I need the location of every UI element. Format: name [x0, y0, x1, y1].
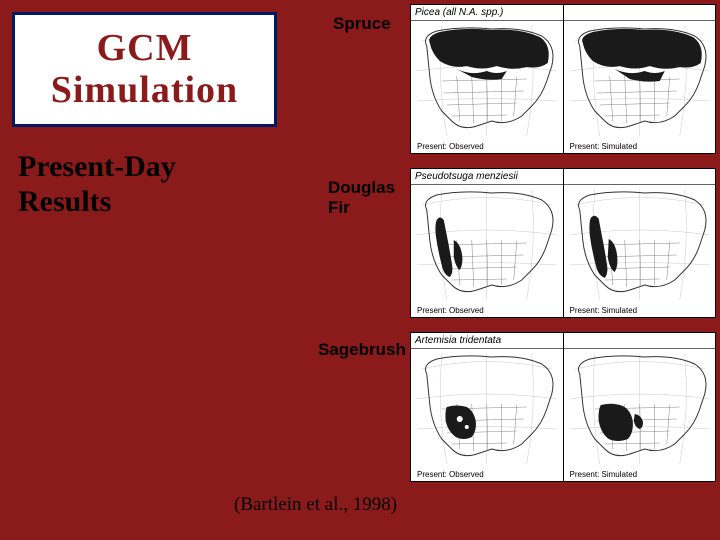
label-spruce: Spruce — [333, 14, 391, 34]
latin-sagebrush: Artemisia tridentata — [411, 333, 563, 349]
label-douglas-fir: Douglas Fir — [328, 178, 398, 218]
map-svg-douglas-simulated — [564, 185, 716, 305]
caption-spruce-simulated: Present: Simulated — [566, 141, 642, 152]
latin-spruce-blank — [564, 5, 716, 21]
latin-douglas-blank — [564, 169, 716, 185]
subtitle-line2: Results — [18, 185, 111, 218]
map-svg-sagebrush-simulated — [564, 349, 716, 469]
caption-sagebrush-observed: Present: Observed — [413, 469, 488, 480]
subtitle-line1: Present-Day — [18, 150, 176, 183]
map-sagebrush-observed: Artemisia tridentata Present: Observed — [411, 333, 564, 481]
map-pair-spruce: Picea (all N.A. spp.) Present: Observed — [410, 4, 716, 154]
caption-spruce-observed: Present: Observed — [413, 141, 488, 152]
citation: (Bartlein et al., 1998) — [234, 494, 397, 516]
map-svg-spruce-simulated — [564, 21, 716, 141]
latin-sagebrush-blank — [564, 333, 716, 349]
latin-spruce: Picea (all N.A. spp.) — [411, 5, 563, 21]
caption-douglas-observed: Present: Observed — [413, 305, 488, 316]
caption-sagebrush-simulated: Present: Simulated — [566, 469, 642, 480]
caption-douglas-simulated: Present: Simulated — [566, 305, 642, 316]
label-sagebrush: Sagebrush — [318, 340, 406, 360]
map-pair-sagebrush: Artemisia tridentata Present: Observed — [410, 332, 716, 482]
slide-title: GCM Simulation — [15, 28, 274, 112]
title-box: GCM Simulation — [12, 12, 277, 127]
latin-douglas: Pseudotsuga menziesii — [411, 169, 563, 185]
map-douglas-observed: Pseudotsuga menziesii Present: Observed — [411, 169, 564, 317]
map-svg-spruce-observed — [411, 21, 563, 141]
map-svg-douglas-observed — [411, 185, 563, 305]
map-spruce-simulated: Present: Simulated — [564, 5, 716, 153]
map-douglas-simulated: Present: Simulated — [564, 169, 716, 317]
map-pair-douglas-fir: Pseudotsuga menziesii Present: Observed — [410, 168, 716, 318]
map-sagebrush-simulated: Present: Simulated — [564, 333, 716, 481]
subtitle: Present-Day Results — [18, 150, 176, 219]
map-spruce-observed: Picea (all N.A. spp.) Present: Observed — [411, 5, 564, 153]
map-svg-sagebrush-observed — [411, 349, 563, 469]
